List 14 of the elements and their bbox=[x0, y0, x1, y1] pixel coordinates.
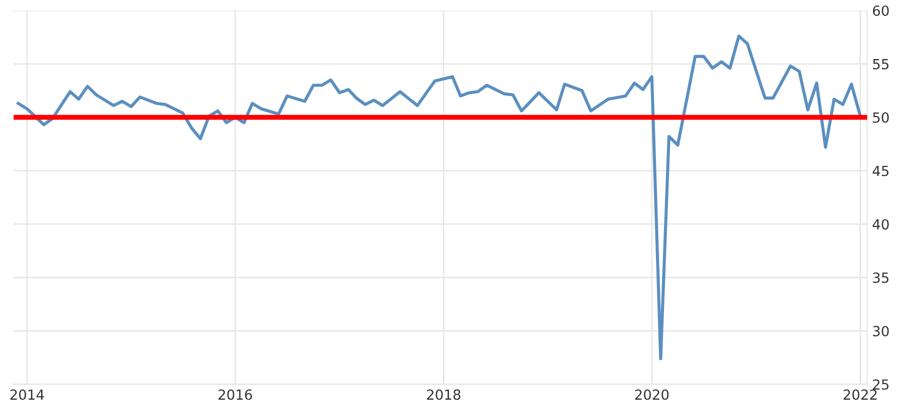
line-series bbox=[16, 34, 862, 360]
y-tick-label: 30 bbox=[873, 326, 889, 336]
y-tick-label: 45 bbox=[872, 166, 888, 176]
y-tick-label: 60 bbox=[872, 5, 889, 16]
x-tick-label: 2016 bbox=[218, 389, 252, 400]
y-tick-label: 40 bbox=[872, 219, 889, 230]
y-tick-label: 35 bbox=[873, 272, 888, 283]
x-tick-label: 2022 bbox=[844, 389, 877, 400]
y-tick-label: 50 bbox=[873, 112, 889, 123]
y-tick-label: 55 bbox=[873, 59, 888, 70]
y-tick-label: 25 bbox=[873, 379, 888, 390]
x-tick-label: 2018 bbox=[427, 389, 460, 400]
x-tick-label: 2020 bbox=[635, 389, 669, 400]
x-tick-label: 2014 bbox=[10, 389, 44, 400]
